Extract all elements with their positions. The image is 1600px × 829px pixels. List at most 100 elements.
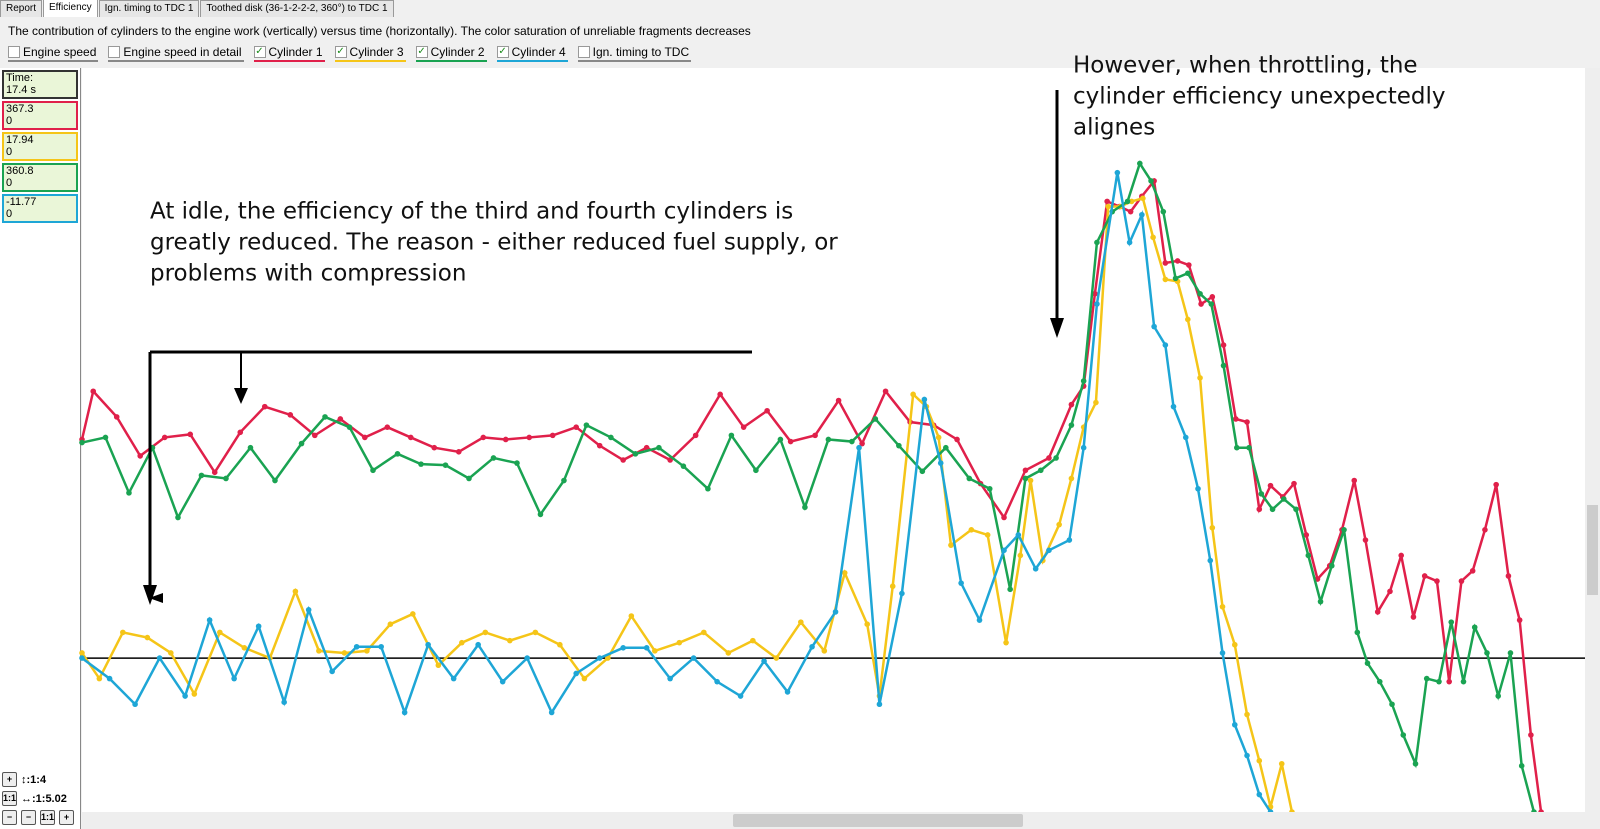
legend-item[interactable]: Engine speed bbox=[8, 44, 99, 62]
data-point bbox=[418, 461, 424, 467]
legend-item[interactable]: Ign. timing to TDC bbox=[577, 44, 692, 62]
data-point bbox=[175, 514, 181, 521]
data-point bbox=[561, 477, 567, 484]
data-point bbox=[137, 453, 144, 459]
checkbox[interactable] bbox=[577, 46, 590, 58]
annotation-text: alignes bbox=[1073, 115, 1155, 141]
checkbox[interactable]: ✓ bbox=[334, 46, 347, 58]
reset-button[interactable]: 1:1 bbox=[2, 791, 17, 806]
tab[interactable]: Toothed disk (36-1-2-2-2, 360°) to TDC 1 bbox=[200, 0, 394, 17]
data-point bbox=[1197, 290, 1203, 297]
scroll-thumb[interactable] bbox=[1587, 505, 1598, 595]
readout: 17.94 0 bbox=[2, 132, 78, 161]
readout-list: 367.3 0 17.94 0 360.8 0 -11.77 0 bbox=[0, 101, 80, 223]
data-point bbox=[1094, 301, 1100, 307]
data-point bbox=[1080, 378, 1087, 384]
description: The contribution of cylinders to the eng… bbox=[8, 24, 751, 38]
checkbox[interactable] bbox=[8, 46, 20, 58]
data-point bbox=[581, 675, 588, 682]
data-point bbox=[292, 588, 299, 595]
data-point bbox=[401, 709, 408, 716]
legend-item[interactable]: Engine speed in detail bbox=[108, 44, 244, 62]
data-point bbox=[976, 617, 983, 623]
data-point bbox=[1374, 609, 1381, 615]
data-point bbox=[1127, 208, 1134, 215]
tab[interactable]: Report bbox=[0, 0, 43, 17]
data-point bbox=[1124, 198, 1131, 205]
checkbox[interactable]: ✓ bbox=[415, 46, 428, 58]
data-point bbox=[1080, 383, 1087, 389]
data-point bbox=[809, 643, 815, 650]
zoom-out-button[interactable]: − bbox=[2, 810, 17, 825]
data-point bbox=[605, 655, 611, 661]
data-point bbox=[442, 462, 449, 468]
data-point bbox=[198, 472, 205, 479]
legend-item[interactable]: ✓ Cylinder 4 bbox=[496, 44, 568, 62]
data-point bbox=[692, 432, 699, 439]
data-point bbox=[1040, 557, 1046, 564]
data-point bbox=[255, 623, 262, 630]
data-point bbox=[524, 655, 530, 661]
data-point bbox=[353, 643, 360, 650]
reset-button[interactable]: 1:1 bbox=[40, 810, 55, 825]
data-point bbox=[643, 645, 650, 651]
data-point bbox=[1037, 467, 1044, 474]
vertical-zoom: ↕:1:4 bbox=[21, 773, 47, 786]
data-point bbox=[958, 580, 964, 586]
checkbox[interactable]: ✓ bbox=[496, 46, 509, 58]
data-point bbox=[1531, 809, 1537, 815]
checkbox[interactable]: ✓ bbox=[253, 46, 266, 58]
data-point bbox=[1246, 444, 1252, 451]
data-point bbox=[1400, 732, 1407, 738]
scroll-thumb[interactable] bbox=[733, 814, 1023, 827]
data-point bbox=[1080, 444, 1087, 451]
data-point bbox=[1507, 650, 1514, 656]
data-point bbox=[287, 412, 294, 418]
readout: 367.3 0 bbox=[2, 101, 78, 130]
readout-value: 367.3 bbox=[6, 103, 34, 115]
data-point bbox=[1269, 506, 1276, 513]
data-point bbox=[1017, 552, 1024, 559]
data-point bbox=[680, 463, 687, 469]
data-point bbox=[919, 468, 926, 475]
data-point bbox=[935, 434, 942, 441]
data-point bbox=[1267, 482, 1274, 489]
tab[interactable]: Ign. timing to TDC 1 bbox=[98, 0, 200, 17]
data-point bbox=[1056, 521, 1062, 528]
data-point bbox=[475, 641, 481, 648]
legend-item[interactable]: ✓ Cylinder 1 bbox=[253, 44, 325, 62]
data-point bbox=[1027, 477, 1034, 484]
data-point bbox=[206, 617, 213, 623]
vertical-scrollbar[interactable] bbox=[1585, 68, 1600, 829]
annotation-text: greatly reduced. The reason - either red… bbox=[150, 230, 838, 256]
data-point bbox=[889, 583, 896, 590]
data-point bbox=[1092, 290, 1098, 297]
legend-item[interactable]: ✓ Cylinder 3 bbox=[334, 44, 406, 62]
data-point bbox=[705, 485, 711, 492]
data-point bbox=[1148, 178, 1154, 184]
data-point bbox=[1162, 260, 1169, 266]
data-point bbox=[241, 645, 248, 651]
data-point bbox=[532, 629, 539, 636]
data-point bbox=[549, 432, 556, 439]
data-point bbox=[643, 444, 650, 451]
data-point bbox=[872, 416, 879, 422]
zoom-in-button[interactable]: + bbox=[59, 810, 74, 825]
data-point bbox=[632, 451, 639, 457]
data-point bbox=[1220, 362, 1227, 369]
data-point bbox=[394, 451, 401, 457]
readout-value: 17.94 bbox=[6, 134, 34, 146]
tab[interactable]: Efficiency bbox=[43, 0, 98, 17]
legend-item[interactable]: ✓ Cylinder 2 bbox=[415, 44, 487, 62]
data-point bbox=[943, 444, 949, 451]
zoom-in-button[interactable]: + bbox=[2, 772, 17, 787]
checkbox[interactable] bbox=[108, 46, 121, 58]
data-point bbox=[106, 675, 113, 682]
zoom-out-button[interactable]: − bbox=[21, 810, 36, 825]
readout-value: 0 bbox=[6, 146, 13, 158]
data-point bbox=[1032, 565, 1039, 572]
data-point bbox=[986, 485, 993, 492]
horizontal-scrollbar[interactable] bbox=[82, 812, 1585, 829]
data-point bbox=[1482, 526, 1488, 533]
